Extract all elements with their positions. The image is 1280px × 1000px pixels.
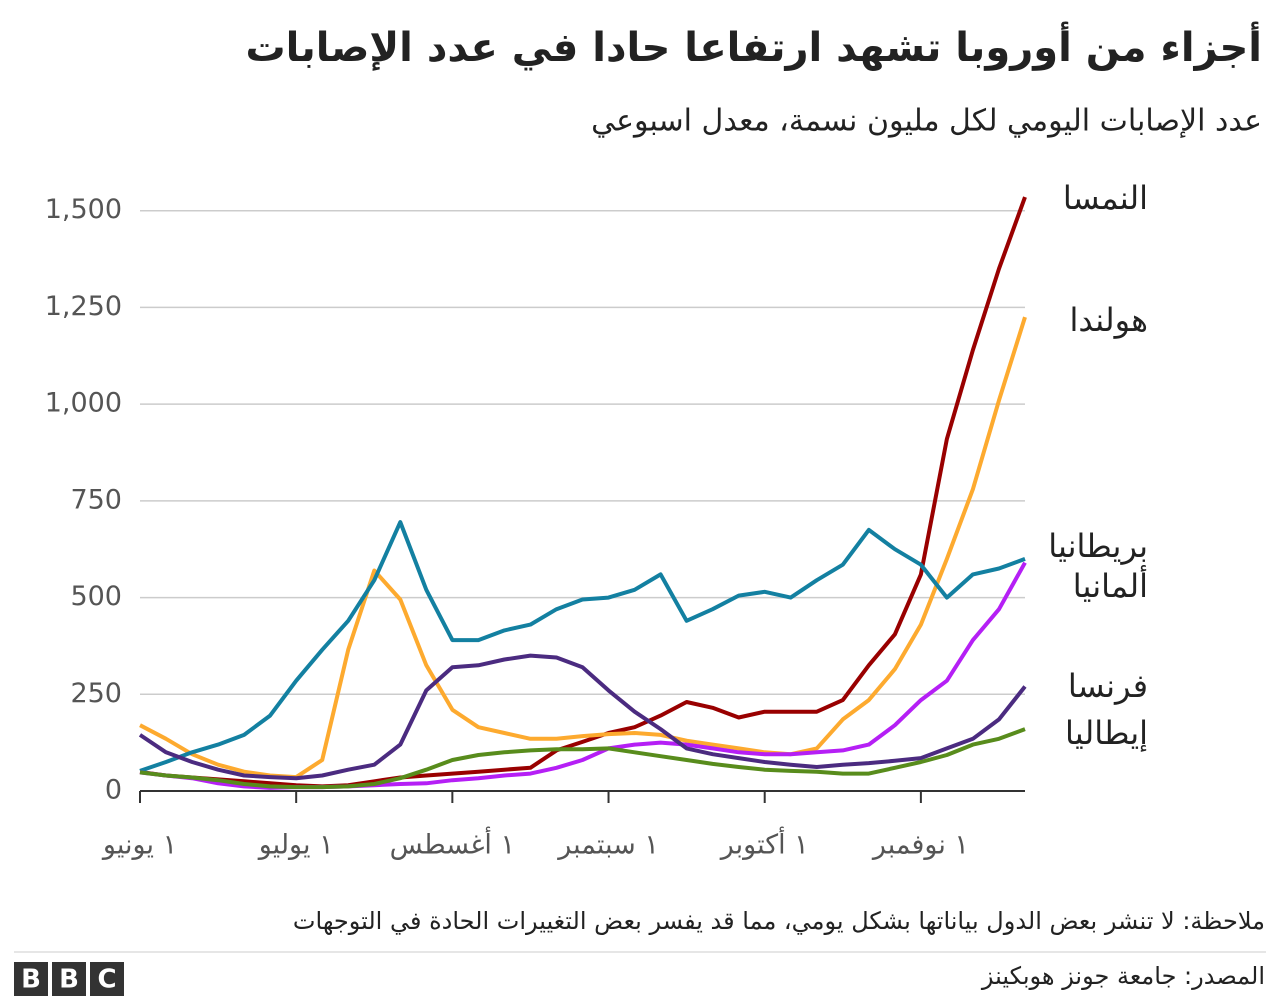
x-tick-label: ١ يونيو <box>101 830 177 861</box>
logo-letter: C <box>97 965 116 995</box>
y-tick-label: 250 <box>70 678 122 709</box>
series-line <box>139 727 1026 790</box>
logo-letter: B <box>21 965 41 995</box>
series-label: إيطاليا <box>1065 714 1148 752</box>
y-tick-label: 1,000 <box>45 388 122 419</box>
y-tick-label: 750 <box>70 484 122 515</box>
logo-box <box>90 962 124 996</box>
x-tick-label: ١ أكتوبر <box>719 826 809 861</box>
x-tick-label: ١ يوليو <box>257 830 334 861</box>
y-tick-label: 1,500 <box>45 194 122 225</box>
logo-letter: B <box>59 965 79 995</box>
series-line <box>139 196 1027 789</box>
y-tick-label: 0 <box>105 775 122 806</box>
chart-subtitle: عدد الإصابات اليومي لكل مليون نسمة، معدل… <box>591 104 1262 139</box>
x-tick-label: ١ نوفمبر <box>871 830 969 861</box>
series-line <box>138 653 1027 781</box>
series-label: ألمانيا <box>1073 565 1148 605</box>
series-label: هولندا <box>1070 301 1149 339</box>
series-label: بريطانيا <box>1048 527 1148 565</box>
chart-title: أجزاء من أوروبا تشهد ارتفاعا حادا في عدد… <box>245 21 1262 71</box>
source: المصدر: جامعة جونز هوبكينز <box>981 962 1265 990</box>
logo-box <box>14 962 48 996</box>
series-label: النمسا <box>1063 179 1148 217</box>
x-tick-label: ١ سبتمبر <box>556 830 659 861</box>
series-label: فرنسا <box>1068 667 1148 705</box>
note: ملاحظة: لا تنشر بعض الدول بياناتها بشكل … <box>293 907 1265 935</box>
y-tick-label: 500 <box>70 581 122 612</box>
x-tick-label: ١ أغسطس <box>390 826 515 861</box>
y-tick-label: 1,250 <box>45 291 122 322</box>
series-line <box>139 520 1026 773</box>
logo: B B C <box>14 962 124 996</box>
logo-box <box>52 962 86 996</box>
